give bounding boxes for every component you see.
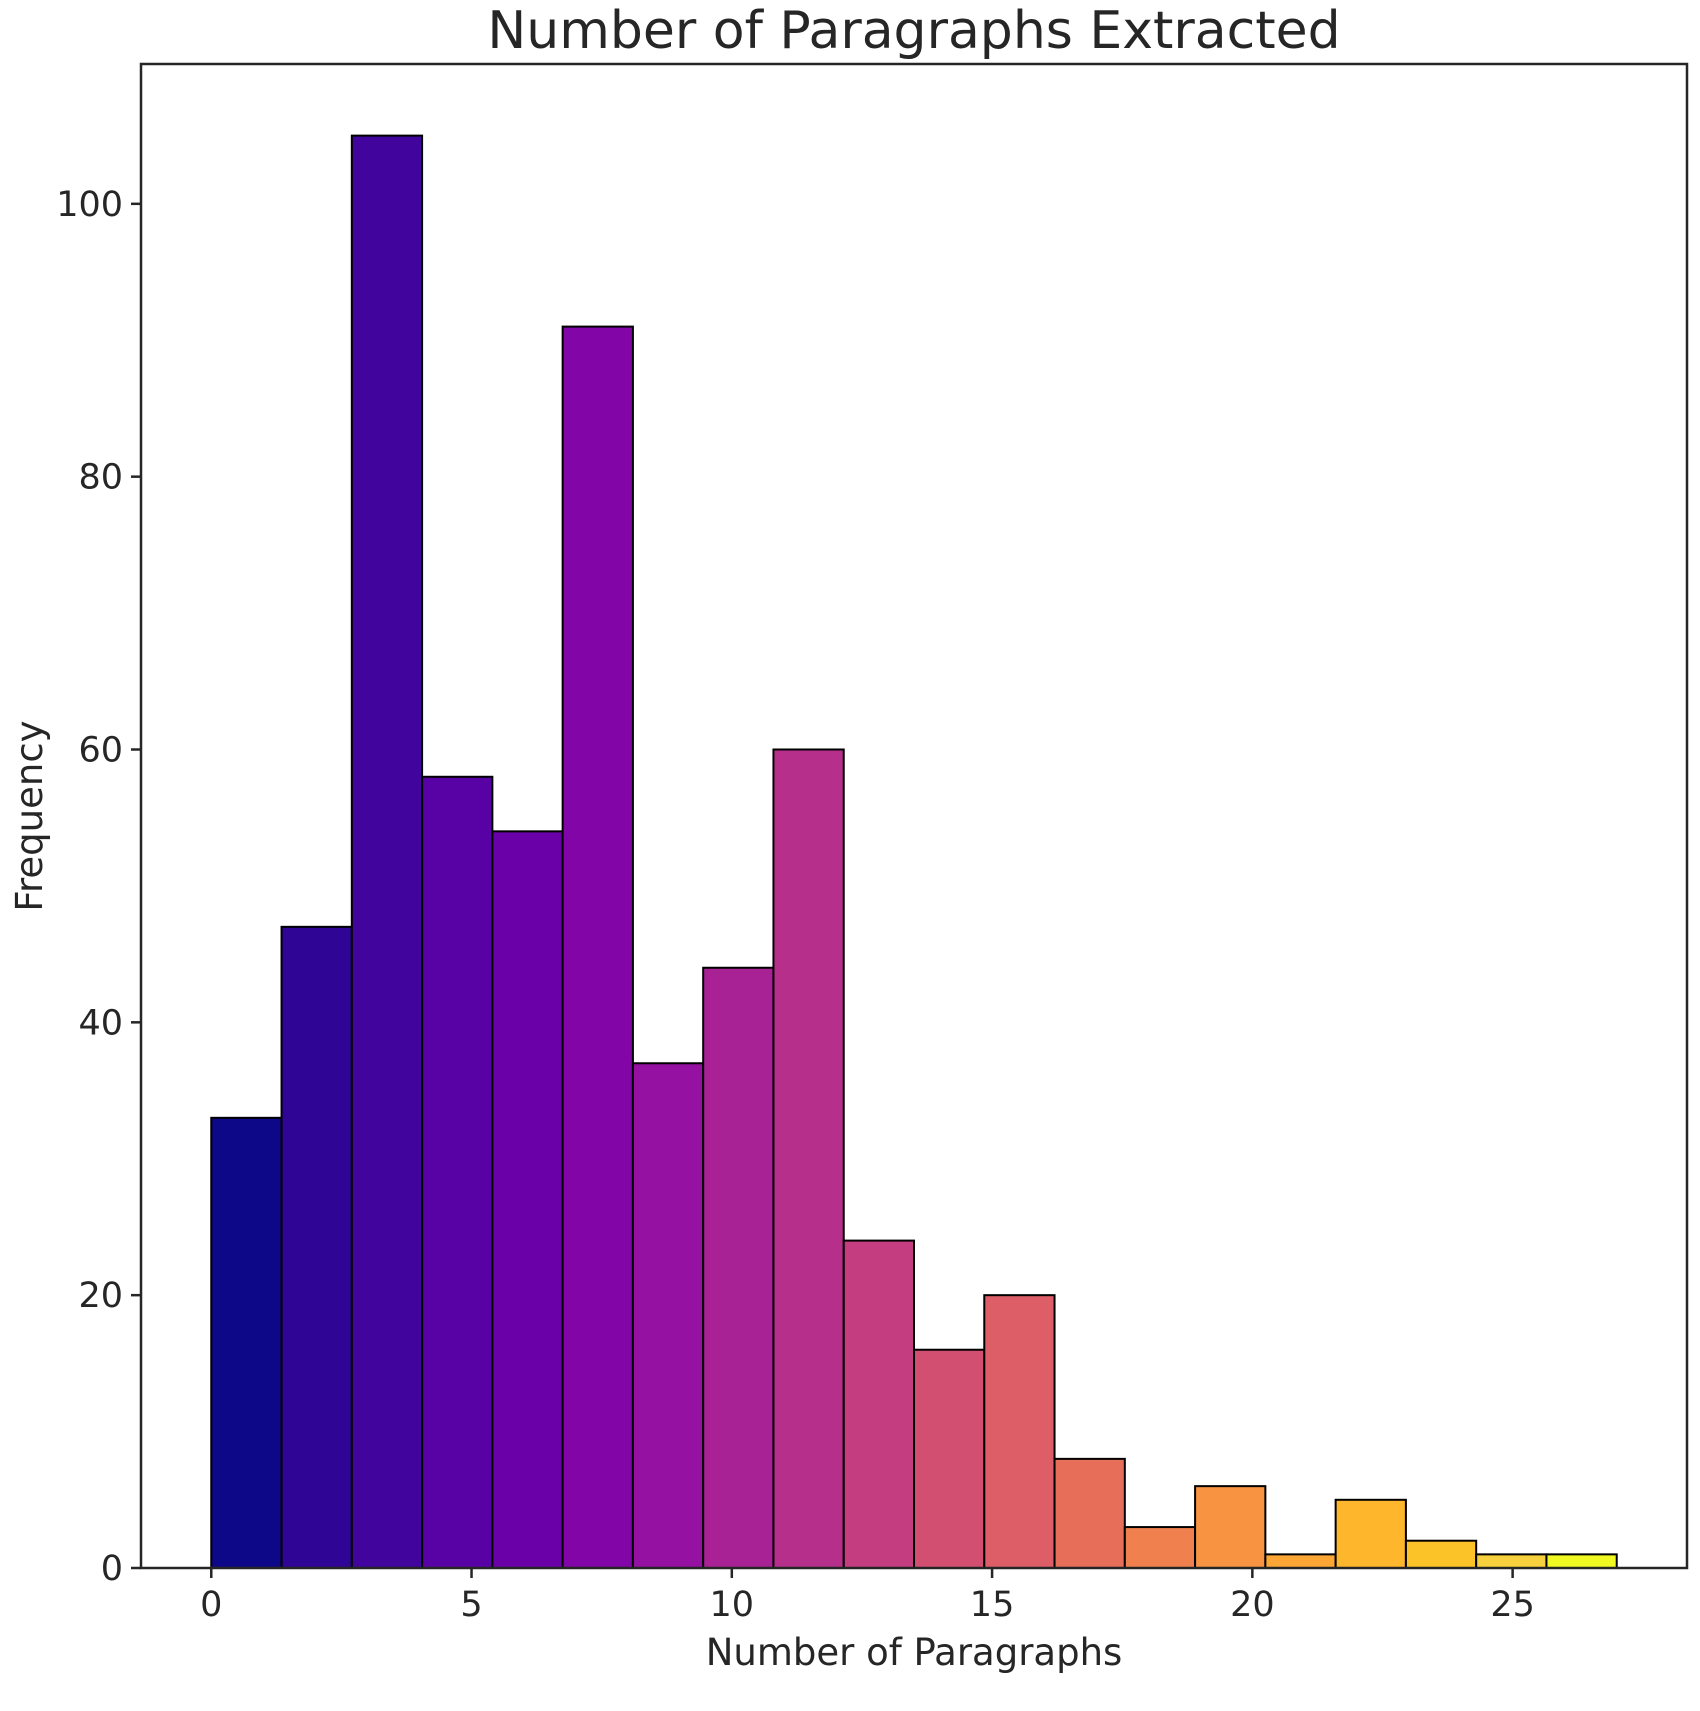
histogram-bar bbox=[1194, 1485, 1267, 1569]
y-tick-label: 80 bbox=[78, 458, 123, 498]
histogram-bar bbox=[842, 1239, 916, 1569]
x-tick-label: 0 bbox=[200, 1585, 222, 1625]
histogram-bar bbox=[421, 775, 494, 1569]
histogram-bar bbox=[631, 1062, 705, 1569]
histogram-bar bbox=[983, 1294, 1056, 1569]
histogram-bar bbox=[561, 325, 634, 1570]
histogram-bar bbox=[491, 830, 564, 1569]
histogram-bar bbox=[1123, 1526, 1197, 1569]
y-axis-ticks: 0 20 40 60 80 100 bbox=[56, 185, 141, 1589]
histogram-bar bbox=[210, 1116, 283, 1569]
y-tick-label: 40 bbox=[78, 1003, 123, 1043]
x-tick-label: 10 bbox=[710, 1585, 755, 1625]
histogram-bar bbox=[280, 925, 353, 1569]
x-axis-ticks: 0 5 10 15 20 25 bbox=[200, 1568, 1535, 1625]
y-axis-label: Frequency bbox=[8, 720, 51, 911]
histogram-bar bbox=[772, 748, 845, 1569]
chart-title: Number of Paragraphs Extracted bbox=[487, 1, 1340, 61]
x-tick-label: 5 bbox=[460, 1585, 482, 1625]
histogram-bar bbox=[1264, 1553, 1337, 1569]
x-tick-label: 20 bbox=[1230, 1585, 1275, 1625]
x-axis-label: Number of Paragraphs bbox=[706, 1631, 1123, 1674]
histogram-bar bbox=[350, 134, 424, 1570]
x-tick-label: 25 bbox=[1490, 1585, 1535, 1625]
y-tick-label: 60 bbox=[78, 730, 123, 770]
histogram-bar bbox=[1475, 1553, 1548, 1569]
y-tick-label: 100 bbox=[56, 185, 123, 225]
plot-frame bbox=[139, 62, 1689, 1570]
x-tick-label: 15 bbox=[970, 1585, 1015, 1625]
y-tick-label: 20 bbox=[78, 1276, 123, 1316]
histogram-bar bbox=[1053, 1457, 1126, 1569]
bars-group bbox=[210, 134, 1618, 1570]
histogram-bar bbox=[702, 966, 775, 1569]
y-tick-label: 0 bbox=[101, 1549, 123, 1589]
histogram-bar bbox=[913, 1348, 986, 1569]
histogram-bar bbox=[1545, 1553, 1618, 1569]
histogram-bar bbox=[1404, 1539, 1478, 1569]
histogram-bar bbox=[1334, 1498, 1407, 1569]
